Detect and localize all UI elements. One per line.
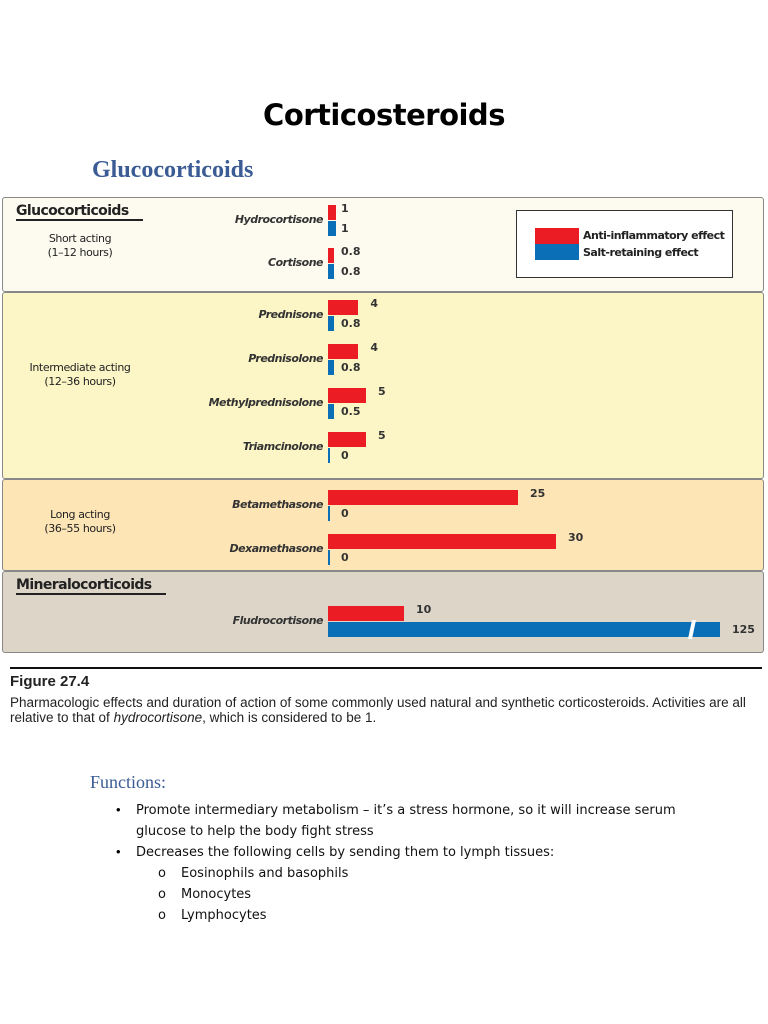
circle-bullet-icon: o <box>158 887 166 902</box>
legend-swatch-salt <box>535 244 579 260</box>
bullet-icon: • <box>116 802 121 817</box>
anti-inflammatory-bar <box>328 606 404 621</box>
anti-inflammatory-bar <box>328 300 359 315</box>
anti-value-label: 4 <box>370 341 379 354</box>
salt-retaining-bar <box>328 360 335 375</box>
drug-label: Betamethasone <box>232 498 323 511</box>
anti-value-label: 25 <box>530 487 546 500</box>
drug-label: Fludrocortisone <box>232 614 324 627</box>
list-item: Decreases the following cells by sending… <box>136 845 555 860</box>
salt-retaining-bar <box>328 221 336 236</box>
anti-inflammatory-bar <box>328 205 336 220</box>
salt-retaining-bar <box>328 404 334 419</box>
group-duration: (12–36 hours) <box>44 375 116 388</box>
circle-bullet-icon: o <box>158 908 166 923</box>
anti-value-label: 1 <box>341 202 349 215</box>
caption-divider <box>10 667 762 669</box>
anti-value-label: 10 <box>416 603 432 616</box>
anti-inflammatory-bar <box>328 534 556 549</box>
group-short: Short acting (1–12 hours) <box>5 232 155 260</box>
bullet-icon: • <box>116 844 121 859</box>
salt-value-label: 0 <box>341 507 349 520</box>
salt-value-label: 125 <box>732 623 755 636</box>
section-subtitle: Glucocorticoids <box>92 157 254 183</box>
salt-value-label: 0.8 <box>341 317 361 330</box>
anti-inflammatory-bar <box>328 248 335 263</box>
group-label: Long acting <box>50 508 110 521</box>
group-intermediate: Intermediate acting (12–36 hours) <box>5 361 155 389</box>
group-duration: (1–12 hours) <box>47 246 113 259</box>
salt-value-label: 0.8 <box>341 361 361 374</box>
salt-value-label: 1 <box>341 222 349 235</box>
group-label: Short acting <box>48 232 112 245</box>
drug-label: Hydrocortisone <box>234 213 324 226</box>
list-item-cont: glucose to help the body fight stress <box>136 824 374 839</box>
sub-list-item: Eosinophils and basophils <box>181 866 349 881</box>
legend-label-salt: Salt-retaining effect <box>583 246 699 259</box>
salt-value-label: 0 <box>341 449 349 462</box>
caption-text: , which is considered to be 1. <box>202 710 377 725</box>
panel-intermediate-acting <box>2 292 764 479</box>
legend: Anti-inflammatory effect Salt-retaining … <box>516 210 733 278</box>
salt-retaining-bar <box>328 264 335 279</box>
anti-value-label: 5 <box>378 385 386 398</box>
caption-text: Pharmacologic effects and duration of ac… <box>10 695 746 725</box>
group-duration: (36–55 hours) <box>44 522 116 535</box>
drug-label: Cortisone <box>268 256 323 269</box>
salt-value-label: 0.5 <box>341 405 361 418</box>
functions-heading: Functions: <box>90 772 167 792</box>
drug-label: Prednisone <box>258 308 324 321</box>
legend-label-anti: Anti-inflammatory effect <box>583 229 725 242</box>
figure-number: Figure 27.4 <box>10 673 90 690</box>
sub-list-item: Monocytes <box>181 887 252 902</box>
anti-value-label: 5 <box>378 429 386 442</box>
caption-italic: hydrocortisone <box>113 710 203 725</box>
anti-value-label: 30 <box>568 531 584 544</box>
legend-swatch-anti <box>535 228 579 244</box>
salt-value-label: 0 <box>341 551 349 564</box>
anti-inflammatory-bar <box>328 388 366 403</box>
salt-retaining-bar <box>328 316 335 331</box>
drug-label: Triamcinolone <box>242 440 324 453</box>
anti-inflammatory-bar <box>328 490 518 505</box>
drug-label: Dexamethasone <box>229 542 324 555</box>
salt-retaining-bar <box>328 506 330 521</box>
salt-value-label: 0.8 <box>341 265 361 278</box>
circle-bullet-icon: o <box>158 866 166 881</box>
anti-inflammatory-bar <box>328 432 366 447</box>
anti-inflammatory-bar <box>328 344 359 359</box>
list-item: Promote intermediary metabolism – it’s a… <box>136 803 676 818</box>
glucocorticoids-heading: Glucocorticoids <box>16 203 143 221</box>
drug-label: Prednisolone <box>248 352 323 365</box>
group-label: Intermediate acting <box>29 361 131 374</box>
group-long: Long acting (36–55 hours) <box>5 508 155 536</box>
salt-retaining-bar <box>328 622 720 637</box>
page-title: Corticosteroids <box>263 98 505 132</box>
sub-list-item: Lymphocytes <box>181 908 267 923</box>
drug-label: Methylprednisolone <box>208 396 324 409</box>
anti-value-label: 4 <box>370 297 379 310</box>
mineralocorticoids-heading: Mineralocorticoids <box>16 577 166 595</box>
salt-retaining-bar <box>328 448 330 463</box>
figure-caption: Pharmacologic effects and duration of ac… <box>10 695 760 725</box>
salt-retaining-bar <box>328 550 330 565</box>
anti-value-label: 0.8 <box>341 245 361 258</box>
